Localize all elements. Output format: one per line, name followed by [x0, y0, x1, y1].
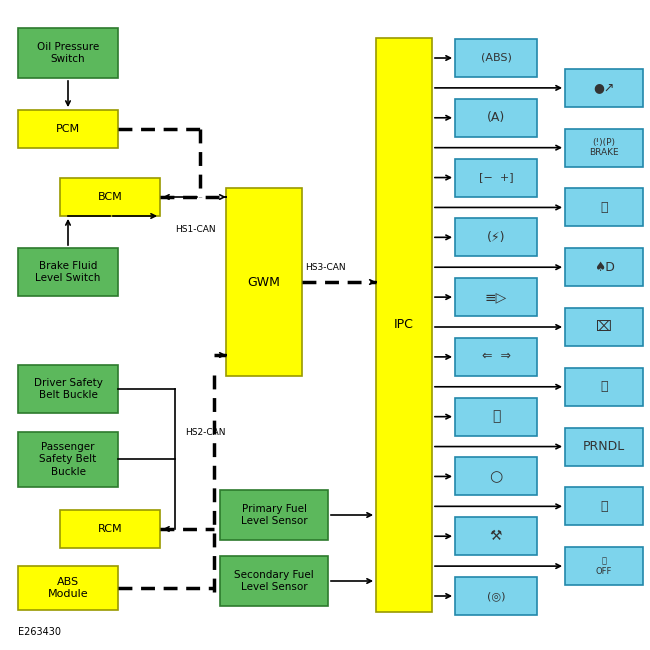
- Text: HS1-CAN: HS1-CAN: [175, 225, 216, 234]
- Text: BCM: BCM: [98, 192, 122, 202]
- Bar: [565, 488, 643, 525]
- Bar: [455, 159, 537, 196]
- Bar: [18, 365, 118, 413]
- Bar: [18, 432, 118, 487]
- Text: Driver Safety
Belt Buckle: Driver Safety Belt Buckle: [34, 378, 103, 400]
- Text: HS2-CAN: HS2-CAN: [185, 428, 226, 437]
- Bar: [565, 248, 643, 286]
- Bar: [220, 490, 328, 540]
- Bar: [455, 218, 537, 256]
- Text: (◎): (◎): [487, 591, 505, 601]
- Text: ⚒: ⚒: [489, 529, 502, 543]
- Bar: [18, 110, 118, 148]
- Text: Passenger
Safety Belt
Buckle: Passenger Safety Belt Buckle: [40, 442, 97, 477]
- Bar: [565, 547, 643, 585]
- Text: RCM: RCM: [98, 524, 122, 534]
- Bar: [60, 178, 160, 216]
- Text: HS3-CAN: HS3-CAN: [305, 263, 346, 272]
- Text: Oil Pressure
Switch: Oil Pressure Switch: [37, 42, 99, 64]
- Text: PRNDL: PRNDL: [583, 440, 625, 453]
- Bar: [455, 517, 537, 555]
- Bar: [565, 69, 643, 107]
- Bar: [565, 188, 643, 226]
- Bar: [18, 566, 118, 610]
- Bar: [18, 248, 118, 296]
- Text: ●↗: ●↗: [593, 81, 615, 94]
- Text: Brake Fluid
Level Switch: Brake Fluid Level Switch: [35, 261, 101, 283]
- Bar: [565, 308, 643, 346]
- Bar: [60, 510, 160, 548]
- Bar: [565, 129, 643, 166]
- Bar: [455, 458, 537, 495]
- Text: ⎀: ⎀: [600, 380, 608, 393]
- Text: ≡▷: ≡▷: [485, 290, 507, 304]
- Text: (ABS): (ABS): [480, 53, 512, 63]
- Text: 🚗: 🚗: [600, 201, 608, 214]
- Text: GWM: GWM: [248, 276, 280, 289]
- Bar: [376, 38, 432, 612]
- Text: IPC: IPC: [394, 318, 414, 332]
- Bar: [455, 577, 537, 615]
- Bar: [455, 338, 537, 376]
- Text: ⇐  ⇒: ⇐ ⇒: [482, 350, 510, 363]
- Text: E263430: E263430: [18, 627, 61, 637]
- Text: (⚡): (⚡): [487, 231, 505, 244]
- Text: ⌧: ⌧: [596, 320, 612, 334]
- Bar: [220, 556, 328, 606]
- Text: [−  +]: [− +]: [478, 172, 514, 183]
- Text: 🛑
OFF: 🛑 OFF: [596, 556, 612, 576]
- Text: Secondary Fuel
Level Sensor: Secondary Fuel Level Sensor: [234, 570, 314, 592]
- Text: ⛽: ⛽: [492, 410, 500, 424]
- Bar: [455, 398, 537, 436]
- Bar: [455, 39, 537, 77]
- Bar: [455, 99, 537, 136]
- Bar: [455, 278, 537, 316]
- Text: ♠D: ♠D: [593, 261, 614, 274]
- Bar: [18, 28, 118, 78]
- Text: Primary Fuel
Level Sensor: Primary Fuel Level Sensor: [240, 504, 307, 526]
- Bar: [226, 188, 302, 376]
- Text: ○: ○: [489, 469, 502, 484]
- Text: PCM: PCM: [56, 124, 80, 134]
- Text: (!)(P)
BRAKE: (!)(P) BRAKE: [589, 138, 619, 157]
- Bar: [565, 368, 643, 406]
- Text: 🚶: 🚶: [600, 500, 608, 513]
- Text: ABS
Module: ABS Module: [47, 577, 88, 599]
- Text: (A): (A): [487, 111, 505, 124]
- Bar: [565, 428, 643, 465]
